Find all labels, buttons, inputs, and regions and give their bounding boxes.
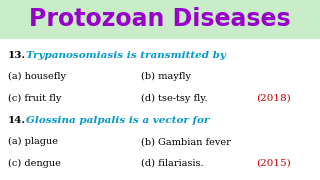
Text: 13.: 13. [8, 51, 26, 60]
Text: (b) mayfly: (b) mayfly [141, 72, 191, 81]
Bar [0, 0, 320, 39]
Text: (a) housefly: (a) housefly [8, 72, 66, 81]
Text: (d) filariasis.: (d) filariasis. [141, 159, 204, 168]
Text: (2018): (2018) [256, 94, 291, 103]
Text: Protozoan Diseases: Protozoan Diseases [29, 7, 291, 31]
Text: Trypanosomiasis is transmitted by: Trypanosomiasis is transmitted by [26, 51, 226, 60]
Text: (c) fruit fly: (c) fruit fly [8, 93, 61, 103]
Text: (c) dengue: (c) dengue [8, 158, 61, 168]
Text: (b) Gambian fever: (b) Gambian fever [141, 137, 231, 146]
Text: (a) plague: (a) plague [8, 137, 58, 146]
Text: (d) tse-tsy fly.: (d) tse-tsy fly. [141, 93, 207, 103]
Text: 14.: 14. [8, 116, 26, 125]
Text: Glossina palpalis is a vector for: Glossina palpalis is a vector for [26, 116, 209, 125]
Text: (2015): (2015) [256, 159, 291, 168]
